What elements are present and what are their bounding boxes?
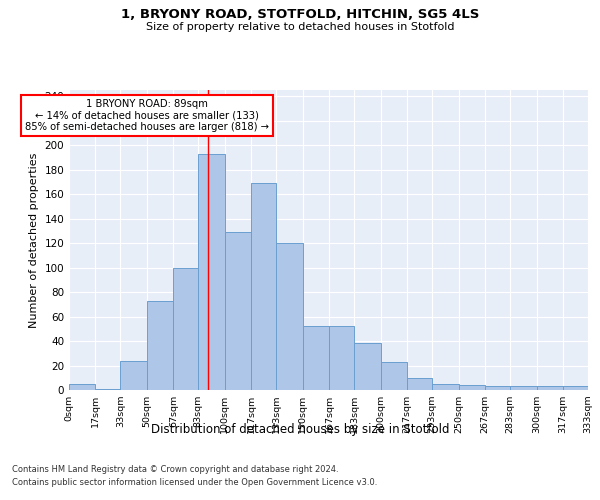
Bar	[563, 386, 588, 390]
Bar	[173, 268, 199, 390]
Bar	[329, 326, 354, 390]
Text: Contains HM Land Registry data © Crown copyright and database right 2024.: Contains HM Land Registry data © Crown c…	[12, 466, 338, 474]
Bar	[95, 389, 121, 390]
Bar	[354, 344, 381, 390]
Bar	[276, 243, 303, 390]
Bar	[225, 232, 251, 390]
Y-axis label: Number of detached properties: Number of detached properties	[29, 152, 39, 328]
Bar	[69, 384, 95, 390]
Bar	[458, 385, 485, 390]
Bar	[536, 386, 563, 390]
Bar	[381, 362, 407, 390]
Text: 1, BRYONY ROAD, STOTFOLD, HITCHIN, SG5 4LS: 1, BRYONY ROAD, STOTFOLD, HITCHIN, SG5 4…	[121, 8, 479, 20]
Bar	[485, 386, 510, 390]
Text: Size of property relative to detached houses in Stotfold: Size of property relative to detached ho…	[146, 22, 454, 32]
Text: 1 BRYONY ROAD: 89sqm
← 14% of detached houses are smaller (133)
85% of semi-deta: 1 BRYONY ROAD: 89sqm ← 14% of detached h…	[25, 98, 269, 132]
Bar	[303, 326, 329, 390]
Bar	[199, 154, 225, 390]
Text: Contains public sector information licensed under the Open Government Licence v3: Contains public sector information licen…	[12, 478, 377, 487]
Bar	[121, 360, 147, 390]
Bar	[510, 386, 536, 390]
Bar	[147, 300, 173, 390]
Text: Distribution of detached houses by size in Stotfold: Distribution of detached houses by size …	[151, 422, 449, 436]
Bar	[251, 183, 276, 390]
Bar	[432, 384, 458, 390]
Bar	[407, 378, 432, 390]
